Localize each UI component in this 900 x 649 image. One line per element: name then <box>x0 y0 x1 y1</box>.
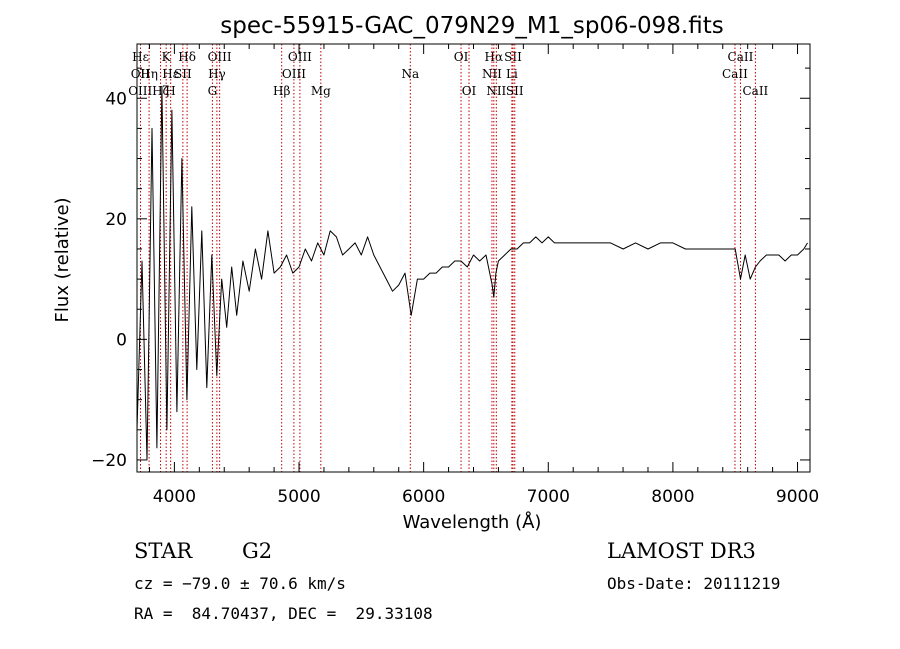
spectral-line-label-7: H <box>165 84 175 98</box>
x-tick-label-5000: 5000 <box>277 487 320 507</box>
spectral-line-label-19: OI <box>462 84 477 98</box>
spectral-line-markers: Hε OII OIII Hη Hζ K Hε H SII Hδ OIII Hγ G Hβ OIII OIII M… <box>128 44 769 472</box>
spectral-line-label-17: Na <box>401 67 419 81</box>
survey-name: LAMOST DR3 <box>607 539 756 563</box>
object-subclass: G2 <box>242 539 273 563</box>
spectral-line-label-22: NII <box>486 84 506 98</box>
series-flux <box>136 85 808 461</box>
spectral-line-label-10: OIII <box>208 50 232 64</box>
axis-ticks: 4000 5000 6000 7000 8000 9000 −20 0 20 40 <box>91 44 819 507</box>
spectral-line-label-4: Hζ <box>152 84 169 98</box>
spectral-line-label-18: OI <box>454 50 469 64</box>
spectral-line-label-9: Hδ <box>178 50 196 64</box>
x-tick-label-6000: 6000 <box>402 487 445 507</box>
spectral-line-label-13: Hβ <box>273 84 290 98</box>
redshift-velocity: cz = −79.0 ± 70.6 km/s <box>134 574 346 593</box>
x-tick-label-4000: 4000 <box>153 487 196 507</box>
object-class: STAR <box>134 539 193 563</box>
spectral-line-label-5: K <box>162 50 172 64</box>
y-tick-label-40: 40 <box>105 89 127 109</box>
spectral-line-label-12: G <box>208 84 218 98</box>
spectral-line-label-21: NII <box>482 67 502 81</box>
spectral-line-label-20: Hα <box>485 50 504 64</box>
spectral-line-label-14: OIII <box>288 50 312 64</box>
spectral-line-label-25: SII <box>506 84 524 98</box>
spectrum-series <box>136 85 808 461</box>
spectral-line-label-11: Hγ <box>208 67 226 81</box>
plot-frame <box>136 43 811 473</box>
spectral-line-label-23: SII <box>504 50 522 64</box>
y-tick-label-0: 0 <box>116 330 127 350</box>
x-tick-label-7000: 7000 <box>527 487 570 507</box>
x-axis-label: Wavelength (Å) <box>403 511 542 533</box>
spectral-line-label-24: Li <box>506 67 518 81</box>
spectral-line-label-2: OIII <box>128 84 152 98</box>
spectral-line-label-15: OIII <box>282 67 306 81</box>
spectral-line-label-0: Hε <box>132 50 149 64</box>
observation-date: Obs-Date: 20111219 <box>607 574 781 593</box>
spectral-line-label-8: SII <box>174 67 192 81</box>
x-tick-label-8000: 8000 <box>651 487 694 507</box>
spectral-line-label-6: Hε <box>162 67 179 81</box>
spectral-line-label-27: CaII <box>722 67 748 81</box>
spectral-line-label-16: Mg <box>311 84 331 98</box>
spectral-line-label-26: CaII <box>728 50 754 64</box>
y-axis-label: Flux (relative) <box>52 197 73 322</box>
y-tick-label-20: 20 <box>105 210 127 230</box>
spectral-line-label-28: CaII <box>742 84 768 98</box>
chart-title: spec-55915-GAC_079N29_M1_sp06-098.fits <box>220 13 723 39</box>
spectral-line-label-1: OII <box>131 67 151 81</box>
x-tick-label-9000: 9000 <box>776 487 819 507</box>
y-tick-label--20: −20 <box>91 451 127 471</box>
spectral-line-label-3: Hη <box>140 67 158 81</box>
sky-coordinates: RA = 84.70437, DEC = 29.33108 <box>134 604 433 623</box>
